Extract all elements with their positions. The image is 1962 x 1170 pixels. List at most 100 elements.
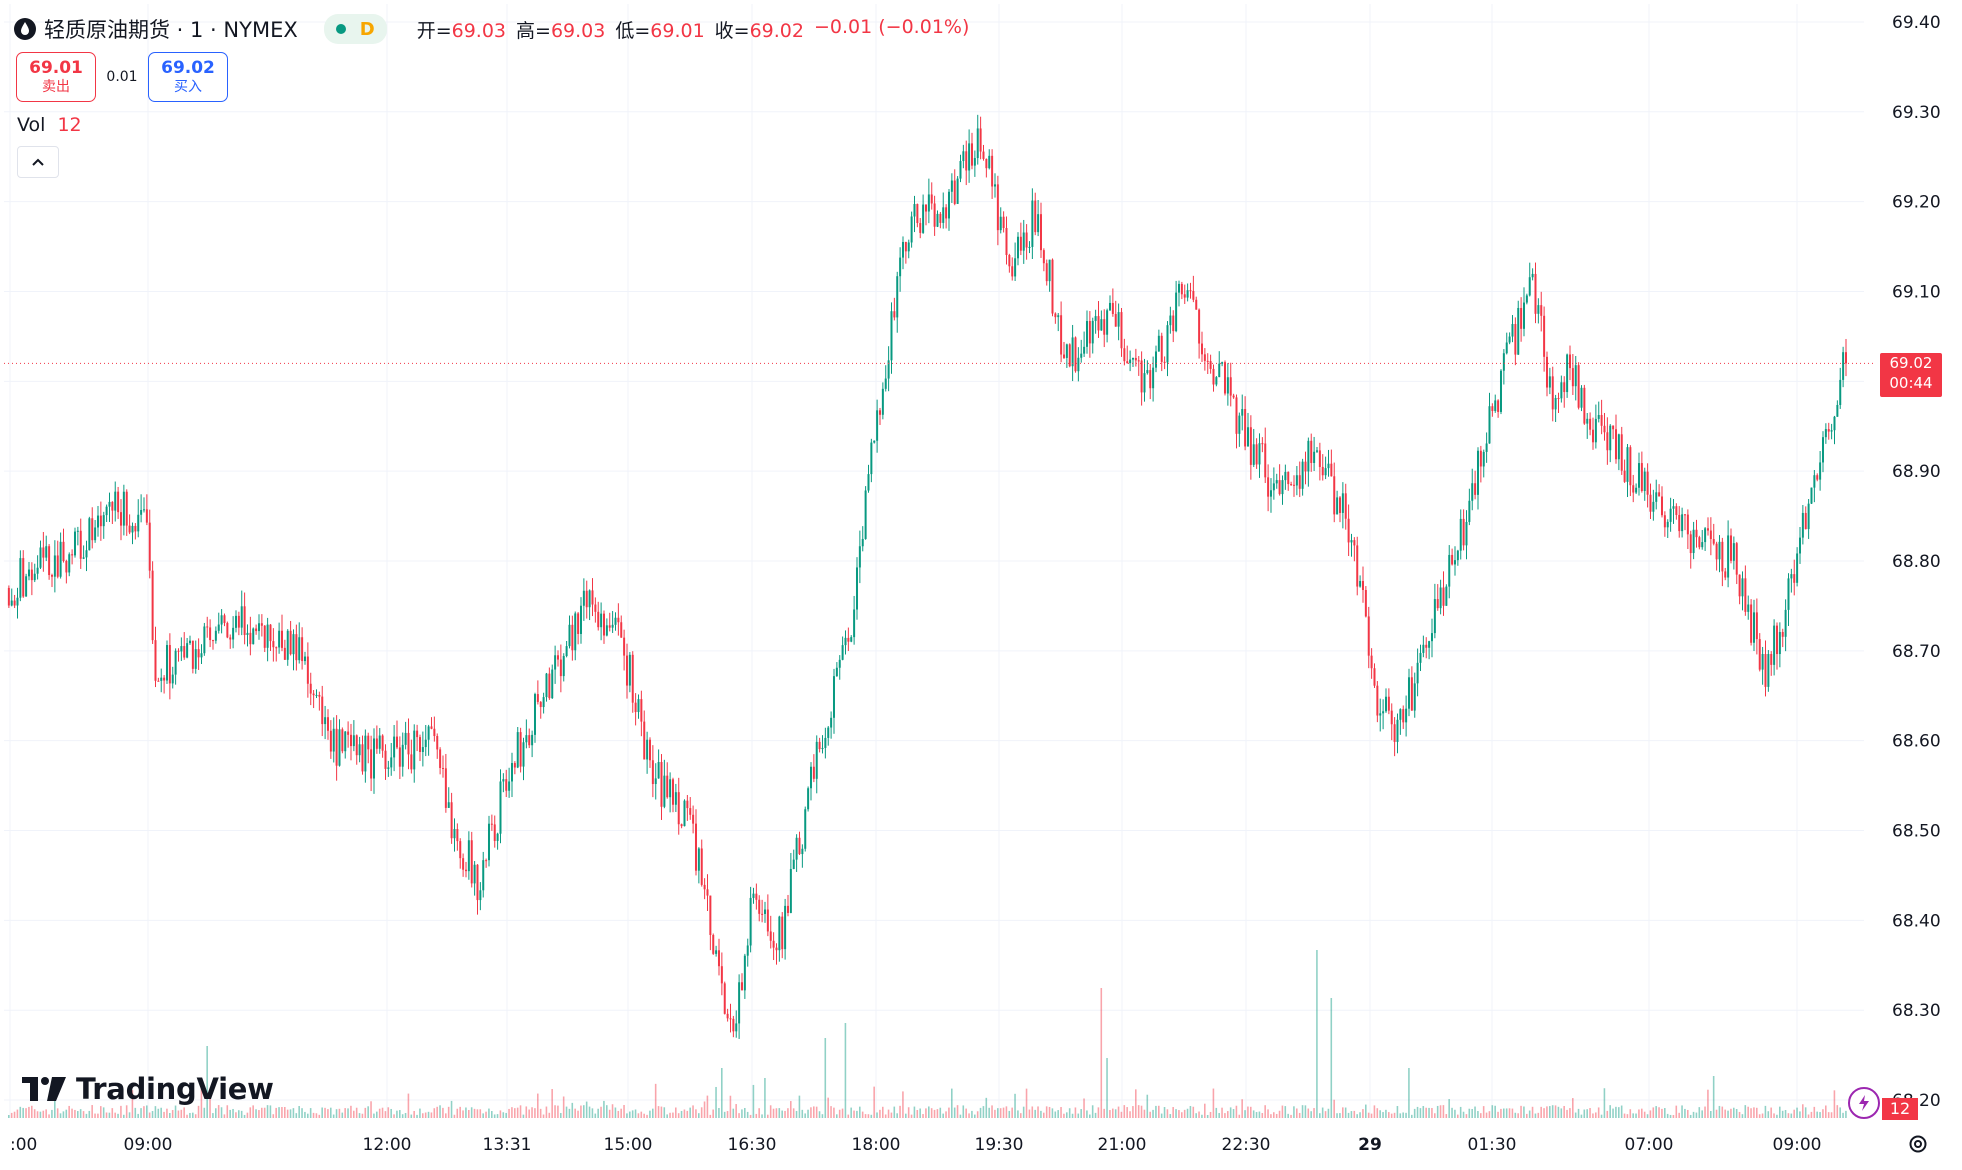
volume-bar bbox=[220, 1107, 223, 1118]
volume-bar bbox=[1048, 1106, 1051, 1118]
candle-body bbox=[844, 637, 847, 646]
volume-bar bbox=[1517, 1113, 1519, 1118]
candle-body bbox=[1292, 484, 1295, 486]
collapse-legend-button[interactable] bbox=[17, 146, 59, 178]
candle-body bbox=[510, 763, 513, 782]
candle-body bbox=[441, 768, 444, 770]
volume-bar bbox=[1807, 1114, 1810, 1118]
volume-bar bbox=[600, 1106, 602, 1118]
volume-bar bbox=[882, 1106, 884, 1118]
volume-bar bbox=[1620, 1105, 1623, 1118]
volume-bar bbox=[140, 1108, 142, 1118]
candle-body bbox=[1318, 450, 1321, 467]
volume-bar bbox=[985, 1097, 988, 1118]
volume-bar bbox=[672, 1112, 674, 1118]
candle-body bbox=[177, 650, 180, 652]
volume-bar bbox=[258, 1110, 260, 1118]
candle-body bbox=[847, 637, 850, 642]
candle-body bbox=[243, 606, 246, 635]
candle-body bbox=[1663, 515, 1666, 528]
volume-legend[interactable]: Vol 12 bbox=[17, 114, 82, 136]
volume-bar bbox=[841, 1108, 844, 1118]
chart-settings-button[interactable] bbox=[1904, 1130, 1932, 1158]
market-status-pill[interactable]: D bbox=[323, 14, 387, 44]
volume-bar bbox=[1298, 1112, 1301, 1118]
candle-body bbox=[1741, 578, 1744, 597]
volume-bar bbox=[1468, 1108, 1471, 1118]
candle-body bbox=[1241, 409, 1244, 416]
volume-bar bbox=[1402, 1112, 1404, 1118]
volume-bar bbox=[913, 1106, 916, 1118]
candle-body bbox=[706, 889, 709, 896]
volume-bar bbox=[71, 1108, 73, 1118]
buy-label: 买入 bbox=[174, 79, 202, 95]
candle-body bbox=[45, 546, 48, 558]
buy-button[interactable]: 69.02 买入 bbox=[148, 52, 228, 102]
volume-bar bbox=[902, 1091, 904, 1118]
candle-body bbox=[1313, 451, 1316, 463]
candle-body bbox=[145, 509, 148, 523]
lightning-button[interactable] bbox=[1848, 1087, 1880, 1119]
volume-bar bbox=[614, 1107, 617, 1118]
volume-bar bbox=[1293, 1106, 1295, 1118]
chevron-up-icon bbox=[32, 158, 44, 166]
candle-body bbox=[1514, 324, 1517, 355]
candle-body bbox=[1712, 539, 1715, 544]
candle-body bbox=[1226, 377, 1229, 394]
candle-body bbox=[1752, 612, 1755, 643]
candle-body bbox=[499, 781, 502, 834]
sell-button[interactable]: 69.01 卖出 bbox=[16, 52, 96, 102]
candle-body bbox=[554, 655, 557, 670]
candle-body bbox=[634, 702, 637, 713]
volume-bar bbox=[669, 1112, 671, 1118]
volume-bar bbox=[1747, 1106, 1749, 1118]
candle-body bbox=[519, 732, 522, 767]
candle-body bbox=[1206, 360, 1209, 362]
volume-bar bbox=[884, 1114, 887, 1118]
volume-bar bbox=[594, 1113, 597, 1118]
volume-bar bbox=[1137, 1105, 1140, 1118]
oil-drop-icon bbox=[14, 18, 36, 40]
candle-body bbox=[821, 747, 824, 750]
volume-bar bbox=[1405, 1112, 1407, 1118]
tradingview-logo[interactable]: TradingView bbox=[22, 1072, 274, 1106]
candle-body bbox=[134, 525, 137, 532]
volume-bar bbox=[1114, 1109, 1117, 1118]
candle-body bbox=[16, 597, 19, 606]
volume-bar bbox=[873, 1086, 875, 1118]
candle-body bbox=[1494, 400, 1497, 411]
candle-body bbox=[111, 501, 114, 511]
candle-body bbox=[913, 204, 916, 217]
candle-body bbox=[1134, 357, 1137, 361]
volume-bar bbox=[19, 1106, 22, 1118]
candle-body bbox=[1683, 514, 1686, 516]
volume-bar bbox=[626, 1113, 628, 1118]
volume-bar bbox=[723, 1111, 726, 1118]
candle-body bbox=[1336, 497, 1339, 515]
candle-body bbox=[556, 655, 559, 660]
volume-bar bbox=[62, 1111, 65, 1118]
candle-body bbox=[904, 241, 907, 252]
candle-body bbox=[700, 848, 703, 885]
candle-body bbox=[165, 645, 168, 681]
candle-body bbox=[1709, 530, 1712, 540]
volume-bar bbox=[376, 1111, 378, 1118]
volume-bar bbox=[1810, 1111, 1813, 1118]
symbol-title[interactable]: 轻质原油期货 · 1 · NYMEX bbox=[44, 18, 298, 42]
volume-bar bbox=[1017, 1110, 1019, 1118]
candle-body bbox=[985, 158, 988, 169]
volume-bar bbox=[677, 1113, 680, 1118]
volume-bar bbox=[1172, 1107, 1174, 1118]
volume-bar bbox=[1710, 1110, 1712, 1118]
candle-body bbox=[1430, 633, 1433, 642]
candle-body bbox=[795, 837, 798, 860]
volume-bar bbox=[1408, 1068, 1410, 1118]
volume-bar bbox=[1586, 1109, 1588, 1118]
candle-body bbox=[114, 491, 117, 511]
candle-body bbox=[1557, 398, 1560, 400]
candle-body bbox=[220, 615, 223, 625]
volume-bar bbox=[1287, 1113, 1289, 1118]
candle-body bbox=[991, 155, 994, 187]
candle-body bbox=[625, 655, 628, 686]
